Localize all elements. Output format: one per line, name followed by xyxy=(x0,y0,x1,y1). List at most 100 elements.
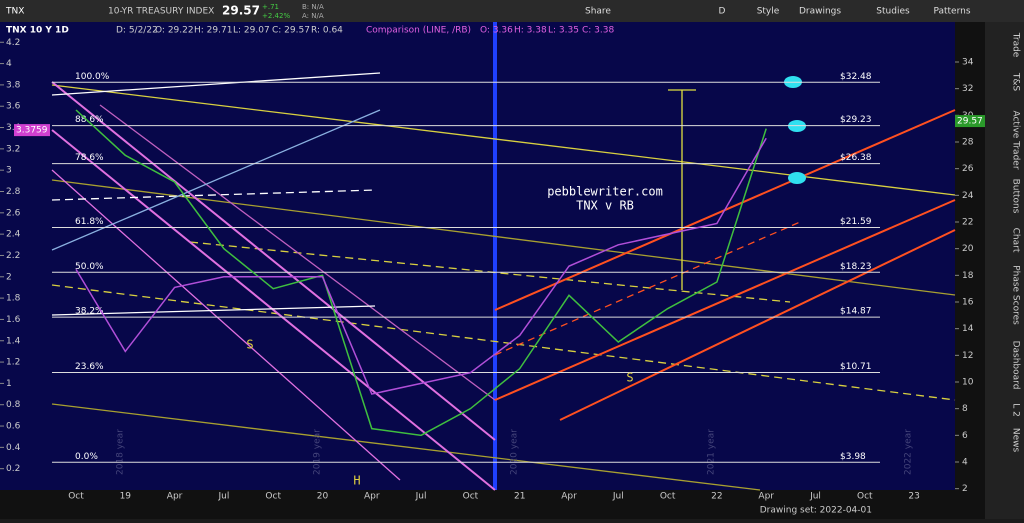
x-tick-label: Apr xyxy=(561,492,577,502)
fib-pct: 38.2% xyxy=(75,307,104,317)
side-tab[interactable]: Phase Scores xyxy=(1011,265,1021,325)
fib-pct: 78.6% xyxy=(75,153,104,163)
x-tick-label: Oct xyxy=(463,492,479,502)
fib-pct: 88.6% xyxy=(75,115,104,125)
x-tick-label: 22 xyxy=(711,492,722,502)
x-tick-label: Oct xyxy=(68,492,84,502)
toolbar-button[interactable]: Patterns xyxy=(933,7,970,17)
annotation: TNX v RB xyxy=(576,199,634,213)
series-line xyxy=(75,137,767,395)
y-tick-label: 1 xyxy=(6,379,12,389)
fib-price: $21.59 xyxy=(840,217,872,227)
channel xyxy=(494,199,956,401)
header-item: R: 0.64 xyxy=(311,26,343,36)
y-tick-label: 1.6 xyxy=(6,315,21,325)
side-tab[interactable]: T&S xyxy=(1011,72,1021,92)
trendline xyxy=(51,109,381,251)
x-tick-label: Apr xyxy=(758,492,774,502)
fib-pct: 23.6% xyxy=(75,362,104,372)
fib-pct: 100.0% xyxy=(75,72,110,82)
y2-tick-label: 18 xyxy=(962,271,974,281)
plot-bg xyxy=(0,22,955,490)
y2-tick-label: 10 xyxy=(962,378,974,388)
trendline xyxy=(51,179,956,296)
trendline xyxy=(51,72,381,96)
side-tab[interactable]: L 2 xyxy=(1011,403,1021,417)
x-tick-label: Jul xyxy=(809,492,821,502)
annotation: S xyxy=(246,338,253,352)
fib-pct: 50.0% xyxy=(75,262,104,272)
channel xyxy=(51,169,401,481)
annotation: H xyxy=(353,474,360,488)
y-tick-label: 2 xyxy=(6,272,12,282)
fib-price: $32.48 xyxy=(840,72,872,82)
y-tick-label: 1.2 xyxy=(6,358,20,368)
y2-tick-label: 12 xyxy=(962,351,973,361)
y-tick-label: 1.4 xyxy=(6,336,21,346)
y2-tick-label: 16 xyxy=(962,298,974,308)
y2-tick-label: 4 xyxy=(962,458,968,468)
y-tick-label: 2.2 xyxy=(6,251,20,261)
x-tick-label: Jul xyxy=(612,492,624,502)
side-tab[interactable]: Chart xyxy=(1011,228,1021,253)
fib-price: $3.98 xyxy=(840,452,866,462)
side-tab[interactable]: News xyxy=(1011,428,1021,453)
side-tab[interactable]: Dashboard xyxy=(1011,341,1021,390)
ask: A: N/A xyxy=(302,12,324,20)
marker xyxy=(788,172,806,184)
y-tick-label: 0.2 xyxy=(6,464,20,474)
annotation: S xyxy=(626,371,633,385)
header-item: L: 29.07 xyxy=(233,26,270,36)
y-tick-label: 3.6 xyxy=(6,102,21,112)
y2-tick-label: 14 xyxy=(962,324,974,334)
symbol-name: 10-YR TREASURY INDEX xyxy=(108,7,214,17)
x-tick-label: 19 xyxy=(120,492,132,502)
toolbar-button[interactable]: Studies xyxy=(876,7,910,17)
x-tick-label: Oct xyxy=(857,492,873,502)
side-tab[interactable]: Trade xyxy=(1011,32,1021,58)
comparison-item: C: 3.38 xyxy=(582,26,614,36)
y-tick-label: 0.4 xyxy=(6,443,21,453)
y2-tick-label: 24 xyxy=(962,191,974,201)
fib-pct: 0.0% xyxy=(75,452,98,462)
watermark: 2018 year xyxy=(116,429,126,475)
toolbar-button[interactable]: Drawings xyxy=(799,7,841,17)
side-tab[interactable]: Buttons xyxy=(1011,179,1021,214)
y2-tick-label: 6 xyxy=(962,431,968,441)
x-tick-label: Oct xyxy=(660,492,676,502)
watermark: 2022 year xyxy=(904,429,914,475)
y2-tick-label: 34 xyxy=(962,58,974,68)
comparison-item: H: 3.38 xyxy=(514,26,547,36)
toolbar-button[interactable]: Style xyxy=(757,7,780,17)
toolbar-button[interactable]: D xyxy=(719,7,726,17)
bid: B: N/A xyxy=(302,3,324,11)
watermark: 2019 year xyxy=(313,429,323,475)
comparison-item: O: 3.36 xyxy=(480,26,513,36)
trendline xyxy=(51,189,376,201)
y-tick-label: 0.6 xyxy=(6,422,21,432)
last-right: 29.57 xyxy=(957,117,983,127)
y2-tick-label: 2 xyxy=(962,484,968,494)
y2-tick-label: 28 xyxy=(962,138,974,148)
symbol[interactable]: TNX xyxy=(5,7,24,17)
y2-tick-label: 32 xyxy=(962,84,973,94)
channel xyxy=(494,221,801,356)
watermark: 2021 year xyxy=(707,429,717,475)
y-tick-label: 3 xyxy=(6,166,12,176)
change: +.71 xyxy=(262,3,279,11)
drawing-set[interactable]: Drawing set: 2022-04-01 xyxy=(760,506,872,516)
comparison-item: L: 3.35 xyxy=(548,26,579,36)
channel xyxy=(559,229,956,421)
header-item: C: 29.57 xyxy=(272,26,310,36)
y-tick-label: 2.8 xyxy=(6,187,21,197)
toolbar-button[interactable]: Share xyxy=(585,7,611,17)
y-tick-label: 4.2 xyxy=(6,38,20,48)
side-tab[interactable]: Active Trader xyxy=(1011,110,1021,169)
badge xyxy=(14,124,50,137)
header-item: H: 29.71 xyxy=(194,26,232,36)
badge xyxy=(955,115,985,128)
fib-price: $18.23 xyxy=(840,262,872,272)
trendline xyxy=(51,403,761,491)
watermark: 2020 year xyxy=(510,429,520,475)
annotation: pebblewriter.com xyxy=(547,185,663,199)
